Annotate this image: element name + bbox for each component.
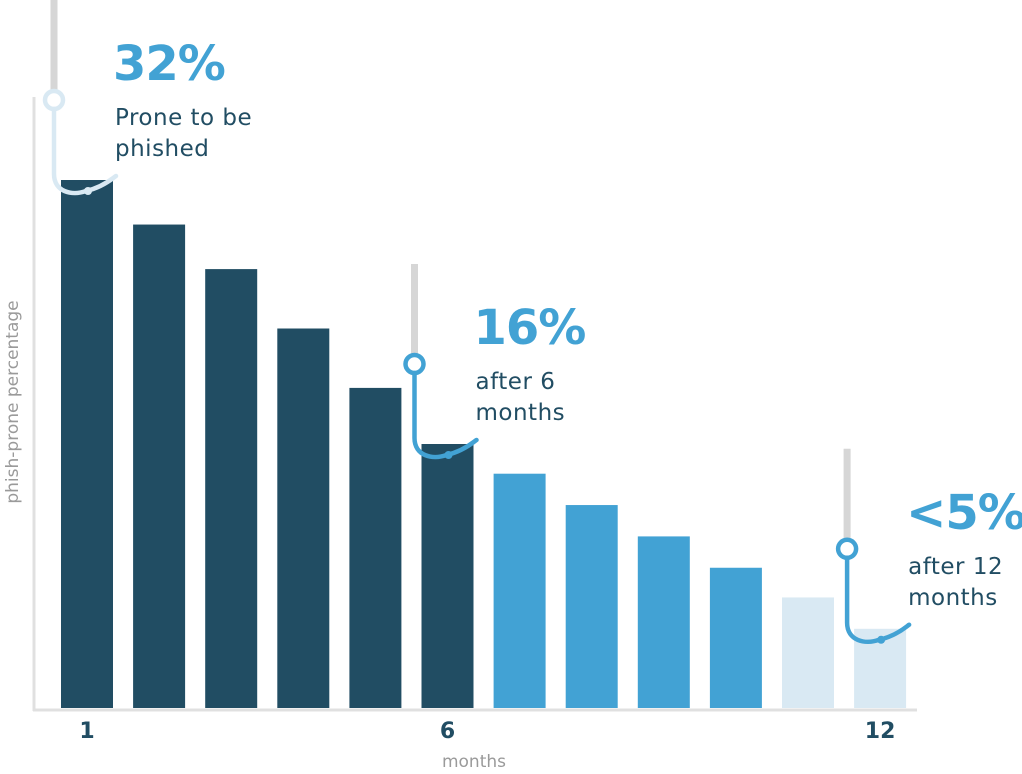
axes-layer xyxy=(32,97,917,712)
bar-month-8 xyxy=(565,505,618,708)
annotation-text: Prone to be xyxy=(115,105,252,131)
bars-layer xyxy=(61,180,907,709)
annotation-text: months xyxy=(476,400,566,426)
annotation-value: <5% xyxy=(906,485,1022,541)
annotations-layer: 32% Prone to be phished 16% after 6 months <5%… xyxy=(113,36,1022,611)
y-axis-label: phish-prone percentage xyxy=(3,300,23,503)
annotation-text: after 6 xyxy=(476,369,556,395)
annotation-text: phished xyxy=(115,136,209,162)
bar-month-4 xyxy=(277,328,330,708)
fish-hook-icon xyxy=(42,0,119,196)
bar-month-6 xyxy=(421,444,474,708)
bar-month-7 xyxy=(493,473,546,708)
x-tick-label: 6 xyxy=(440,719,455,744)
annotation-text: after 12 xyxy=(908,554,1003,580)
bar-month-11 xyxy=(782,597,834,708)
annotation-text: months xyxy=(908,585,998,611)
x-tick-label: 12 xyxy=(865,719,896,744)
bar-month-2 xyxy=(133,224,186,709)
bar-month-10 xyxy=(709,567,762,708)
fish-hook-icon xyxy=(835,448,912,645)
hooks-layer xyxy=(42,0,912,645)
bar-month-5 xyxy=(349,387,402,708)
x-ticks-layer: 1 6 12 xyxy=(79,719,895,744)
fish-hook-icon xyxy=(403,264,479,460)
x-axis-label: months xyxy=(442,752,506,772)
x-tick-label: 1 xyxy=(79,719,94,744)
annotation-value: 32% xyxy=(113,36,225,92)
bar-month-3 xyxy=(205,269,258,708)
bar-month-9 xyxy=(637,536,690,708)
bar-month-1 xyxy=(61,180,113,708)
annotation-value: 16% xyxy=(474,300,586,356)
